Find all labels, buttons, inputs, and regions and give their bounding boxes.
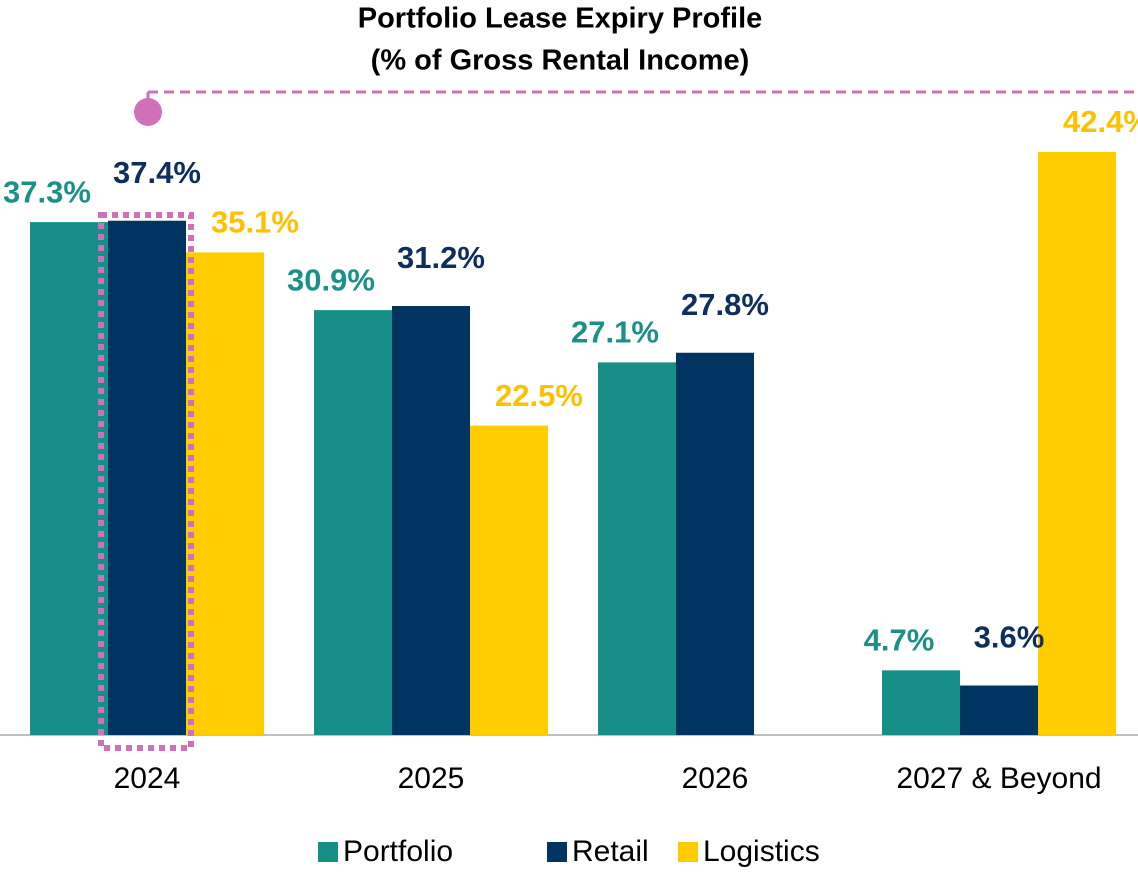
data-label: 37.3% [3,174,91,209]
x-tick-label: 2027 & Beyond [896,762,1101,795]
data-label: 30.9% [287,262,375,297]
bar [960,685,1038,735]
chart-title: Portfolio Lease Expiry Profile [358,3,763,35]
data-label: 3.6% [974,620,1045,655]
data-label: 4.7% [864,623,935,658]
x-tick-label: 2024 [114,762,181,795]
data-label: 37.4% [113,155,201,190]
legend-label: Portfolio [343,835,453,868]
legend-label: Retail [572,835,649,868]
highlight-dot [134,98,162,126]
data-label: 22.5% [495,378,583,413]
legend-swatch [678,842,698,862]
bar [676,352,754,735]
bar [882,670,960,735]
bar [1038,152,1116,735]
data-label: 42.4% [1063,104,1138,139]
bar [186,252,264,735]
highlight-box [98,212,194,751]
x-tick-label: 2026 [682,762,749,795]
bar [598,362,676,735]
legend-swatch [547,842,567,862]
bars [30,152,1116,735]
bar [470,425,548,735]
legend-label: Logistics [703,835,820,868]
x-tick-label: 2025 [398,762,465,795]
data-label: 27.1% [571,315,659,350]
data-label: 27.8% [681,287,769,322]
bar [108,220,186,735]
data-label: 35.1% [211,205,299,240]
bar [392,306,470,735]
legend-swatch [318,842,338,862]
chart-subtitle: (% of Gross Rental Income) [371,45,750,77]
bar [314,310,392,735]
data-label: 31.2% [397,240,485,275]
bar [30,222,108,735]
